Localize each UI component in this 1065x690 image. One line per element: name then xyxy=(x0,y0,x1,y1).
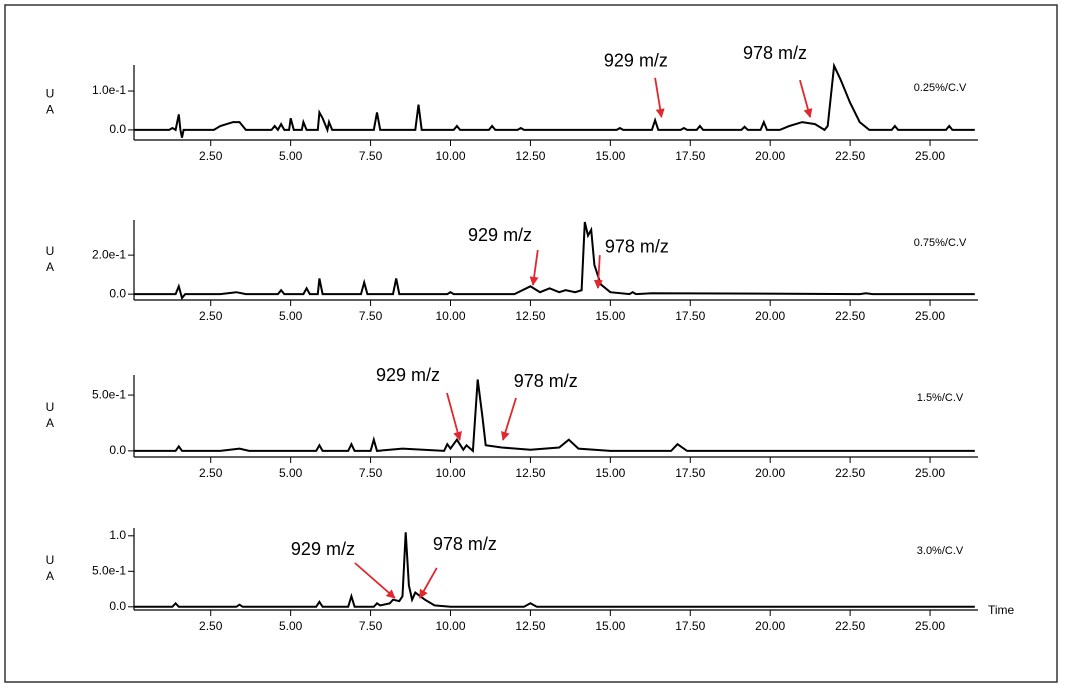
x-tick-label: 7.50 xyxy=(359,149,383,163)
condition-label: 0.75%/C.V xyxy=(914,237,967,249)
x-tick-label: 12.50 xyxy=(515,466,545,480)
x-tick-label: 17.50 xyxy=(675,149,705,163)
annotation-arrow xyxy=(501,397,517,441)
annotation-label: 929 m/z xyxy=(291,539,355,559)
x-tick-label: 17.50 xyxy=(675,466,705,480)
x-tick-label: 22.50 xyxy=(835,619,865,633)
x-tick-label: 7.50 xyxy=(359,309,383,323)
x-tick-label: 10.00 xyxy=(435,466,465,480)
x-tick-label: 15.00 xyxy=(595,309,625,323)
annotation-arrow xyxy=(593,255,603,289)
condition-label: 1.5%/C.V xyxy=(917,392,964,404)
y-axis-label: A xyxy=(46,103,54,117)
x-tick-label: 22.50 xyxy=(835,149,865,163)
x-tick-label: 22.50 xyxy=(835,466,865,480)
y-tick-label: 1.0 xyxy=(109,528,126,542)
x-tick-label: 2.50 xyxy=(199,466,223,480)
x-tick-label: 25.00 xyxy=(915,149,945,163)
x-axis-label: Time xyxy=(988,603,1015,617)
y-axis-label: A xyxy=(46,569,54,583)
annotation-arrow xyxy=(354,562,396,599)
annotation-label: 978 m/z xyxy=(514,371,578,391)
x-tick-label: 17.50 xyxy=(675,309,705,323)
annotation-label: 929 m/z xyxy=(604,51,668,71)
annotation-arrow xyxy=(654,77,665,118)
trace-line xyxy=(134,62,975,138)
x-tick-label: 7.50 xyxy=(359,466,383,480)
trace-line xyxy=(134,221,975,301)
annotation-arrow xyxy=(529,249,539,286)
y-tick-label: 0.0 xyxy=(109,443,126,457)
annotation-arrow xyxy=(419,567,438,599)
y-tick-label: 0.0 xyxy=(109,599,126,613)
x-tick-label: 12.50 xyxy=(515,149,545,163)
y-tick-label: 0.0 xyxy=(109,122,126,136)
y-axis-label: U xyxy=(46,553,55,567)
x-tick-label: 12.50 xyxy=(515,619,545,633)
x-tick-label: 5.00 xyxy=(279,619,303,633)
condition-label: 3.0%/C.V xyxy=(917,545,964,557)
annotation-arrow xyxy=(799,79,813,118)
frame xyxy=(4,4,1058,683)
trace-line xyxy=(134,532,975,608)
x-tick-label: 12.50 xyxy=(515,309,545,323)
y-axis-label: A xyxy=(46,260,54,274)
x-tick-label: 15.00 xyxy=(595,619,625,633)
x-tick-label: 2.50 xyxy=(199,619,223,633)
x-tick-label: 5.00 xyxy=(279,466,303,480)
trace-line xyxy=(134,379,975,453)
x-tick-label: 15.00 xyxy=(595,466,625,480)
y-axis-label: U xyxy=(46,400,55,414)
annotation-label: 978 m/z xyxy=(433,534,497,554)
x-tick-label: 2.50 xyxy=(199,149,223,163)
y-axis-label: U xyxy=(46,244,55,258)
x-tick-label: 20.00 xyxy=(755,309,785,323)
x-tick-label: 5.00 xyxy=(279,309,303,323)
x-tick-label: 10.00 xyxy=(435,309,465,323)
x-tick-label: 20.00 xyxy=(755,466,785,480)
x-tick-label: 22.50 xyxy=(835,309,865,323)
annotation-arrow xyxy=(446,392,462,441)
annotation-label: 929 m/z xyxy=(468,225,532,245)
y-axis-label: A xyxy=(46,416,54,430)
x-tick-label: 2.50 xyxy=(199,309,223,323)
y-tick-label: 2.0e-1 xyxy=(92,247,126,261)
y-tick-label: 1.0e-1 xyxy=(92,83,126,97)
annotation-label: 978 m/z xyxy=(605,237,669,257)
y-tick-label: 5.0e-1 xyxy=(92,387,126,401)
x-tick-label: 25.00 xyxy=(915,466,945,480)
x-tick-label: 7.50 xyxy=(359,619,383,633)
x-tick-label: 20.00 xyxy=(755,149,785,163)
x-tick-label: 10.00 xyxy=(435,619,465,633)
condition-label: 0.25%/C.V xyxy=(914,82,967,94)
annotation-label: 929 m/z xyxy=(376,365,440,385)
x-tick-label: 15.00 xyxy=(595,149,625,163)
x-tick-label: 25.00 xyxy=(915,309,945,323)
x-tick-label: 10.00 xyxy=(435,149,465,163)
x-tick-label: 5.00 xyxy=(279,149,303,163)
x-tick-label: 17.50 xyxy=(675,619,705,633)
y-axis-label: U xyxy=(46,87,55,101)
y-tick-label: 5.0e-1 xyxy=(92,563,126,577)
x-tick-label: 25.00 xyxy=(915,619,945,633)
annotation-label: 978 m/z xyxy=(743,43,807,63)
x-tick-label: 20.00 xyxy=(755,619,785,633)
y-tick-label: 0.0 xyxy=(109,286,126,300)
